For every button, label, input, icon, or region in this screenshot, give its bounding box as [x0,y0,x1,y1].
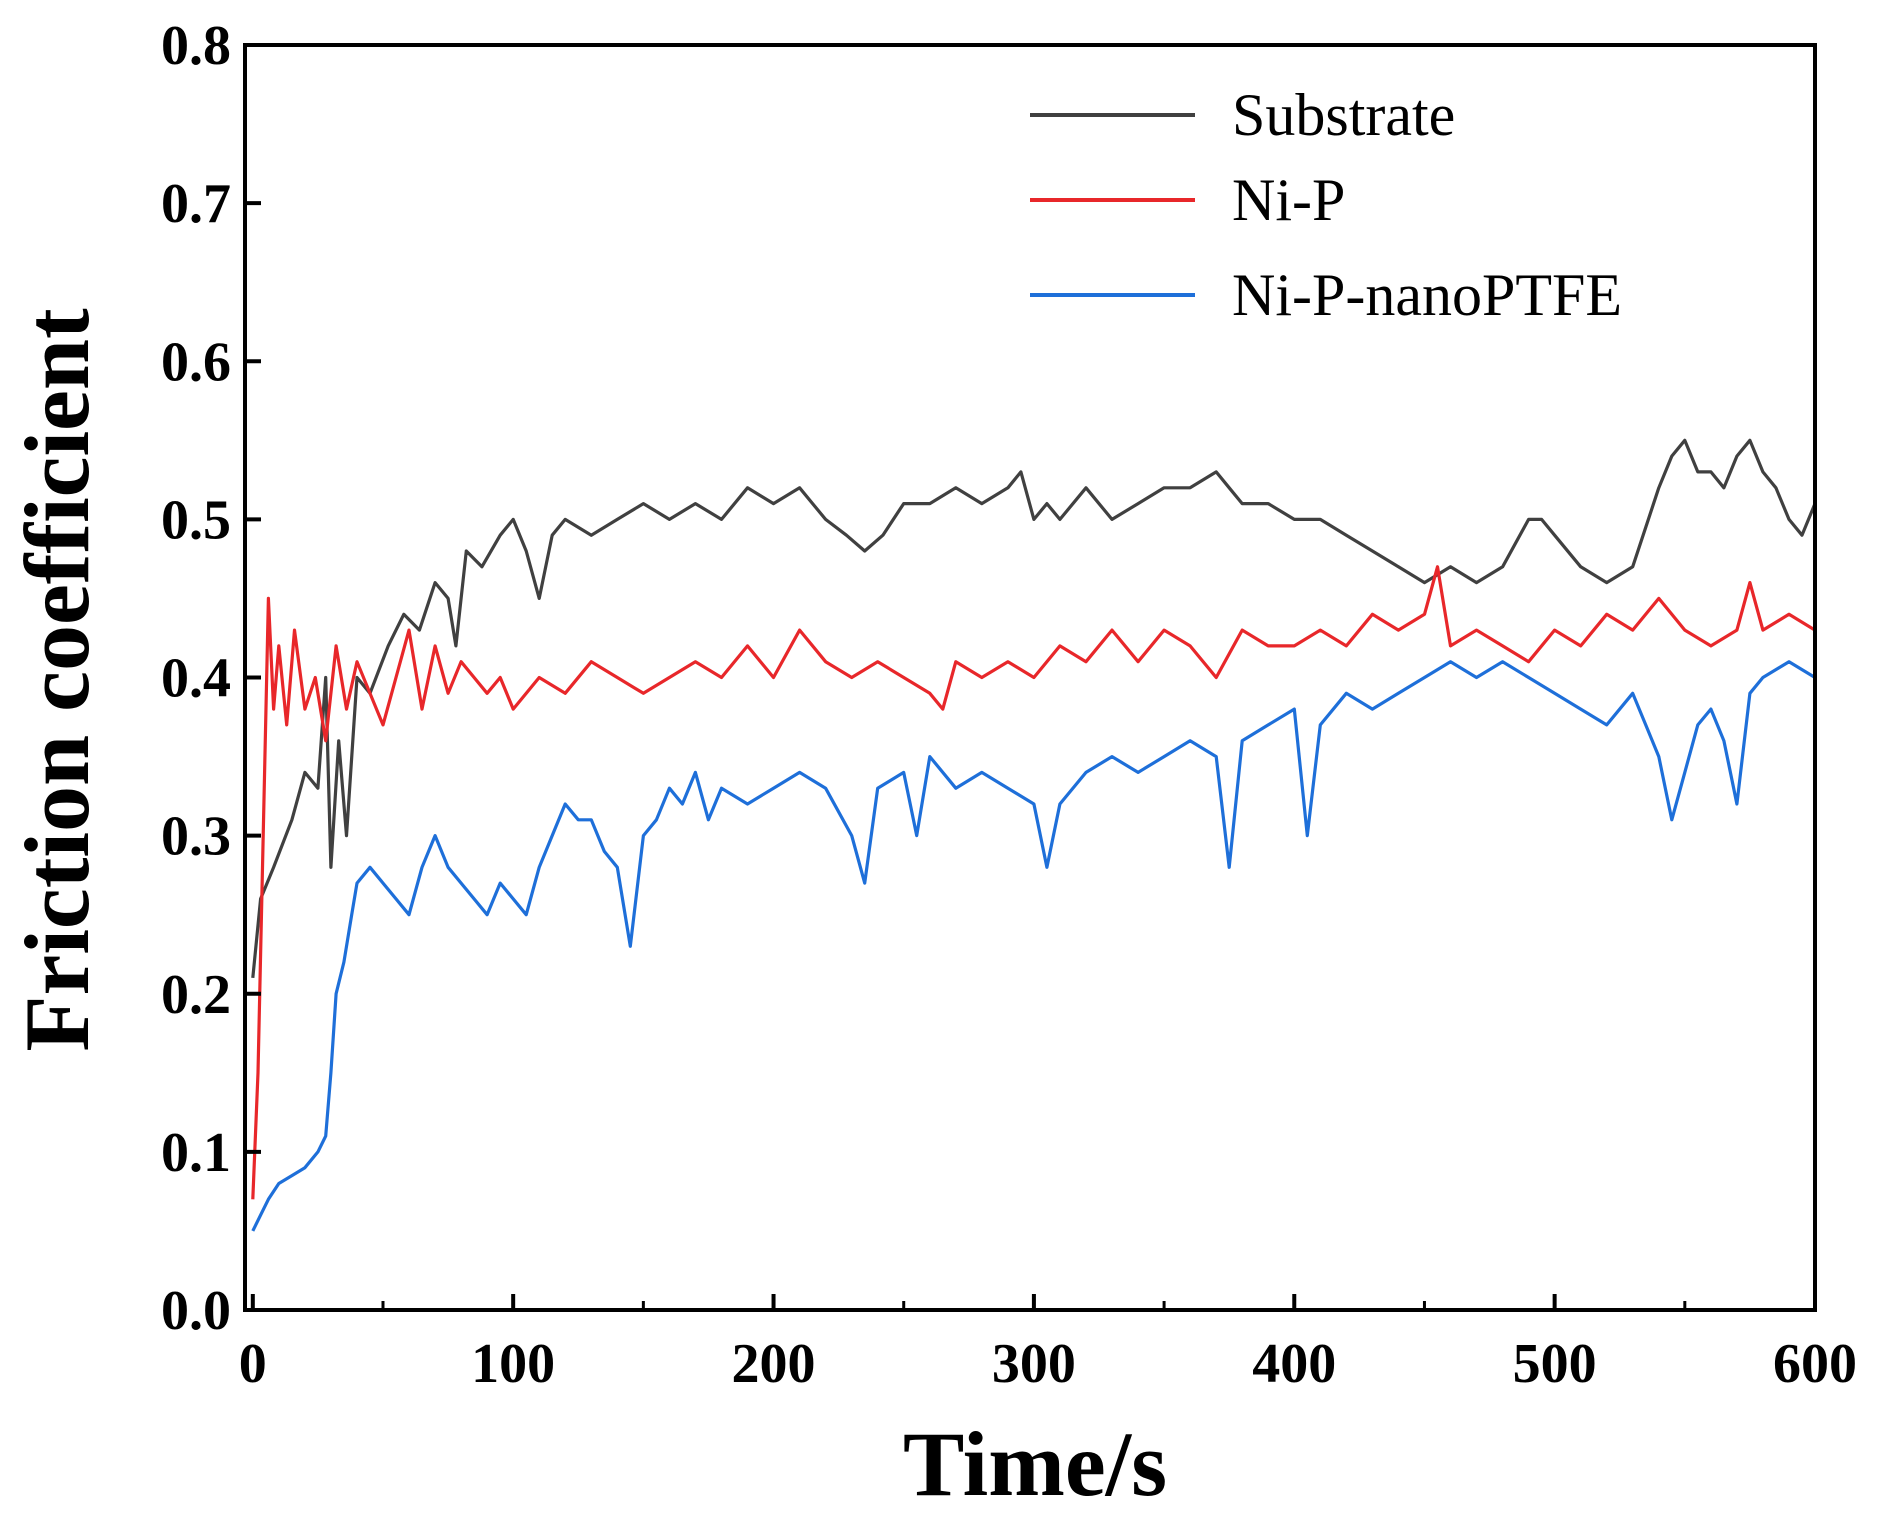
x-tick-label: 300 [992,1333,1076,1395]
x-tick-label: 600 [1773,1333,1857,1395]
legend-label-substrate: Substrate [1232,82,1455,148]
series-line-ni-p [251,565,1815,1200]
y-tick-label: 0.2 [161,964,231,1026]
legend-label-ni-p-nanoptfe: Ni-P-nanoPTFE [1232,262,1622,328]
series-layer [251,438,1815,1232]
y-tick-label: 0.6 [161,331,231,393]
y-tick-label: 0.7 [161,173,231,235]
series-line-substrate [251,438,1815,979]
series-line-ni-p-nanoptfe [251,660,1815,1232]
axes-layer: 0 100 200 300 400 500 600 0.0 0.1 0.2 0.3 0.4 0.5 0.6… [161,15,1857,1395]
y-tick-label: 0.3 [161,806,231,868]
legend-label-ni-p: Ni-P [1232,167,1345,233]
x-tick-label: 400 [1252,1333,1336,1395]
x-axis-title: Time/s [903,1413,1167,1515]
y-tick-label: 0.1 [161,1122,231,1184]
y-tick-label: 0.8 [161,15,231,77]
y-tick-label: 0.0 [161,1280,231,1342]
legend: Substrate Ni-P Ni-P-nanoPTFE [1030,82,1622,328]
x-tick-label: 200 [732,1333,816,1395]
y-tick-label: 0.4 [161,648,231,710]
x-tick-label: 500 [1513,1333,1597,1395]
x-tick-label: 0 [239,1333,267,1395]
x-tick-label: 100 [471,1333,555,1395]
y-axis-title: Friction coefficient [6,308,108,1052]
y-tick-label: 0.5 [161,489,231,551]
